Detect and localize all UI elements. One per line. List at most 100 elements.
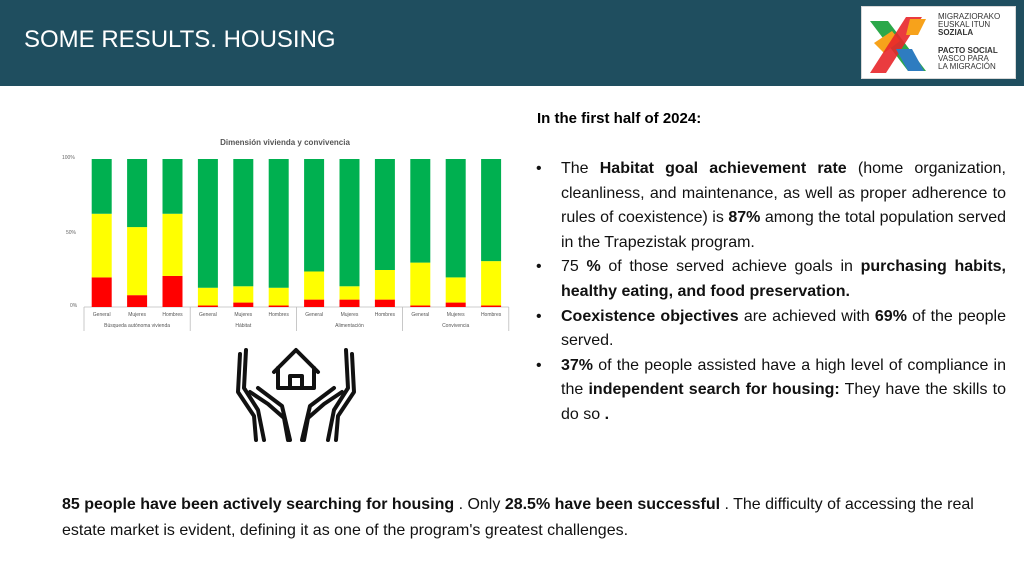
bar-segment <box>268 305 289 307</box>
bold-text: 37% <box>561 356 594 374</box>
bar-segment <box>481 305 502 307</box>
bullet-icon: • <box>536 258 542 276</box>
bar-segment <box>91 213 112 278</box>
x-tick-label: General <box>198 312 217 318</box>
list-item: • 75 % of those served achieve goals in p… <box>536 255 1006 304</box>
logo-mark-icon <box>870 17 926 73</box>
bar-segment <box>339 286 360 300</box>
bold-text: % <box>586 258 601 276</box>
bar-segment <box>374 159 395 270</box>
bar-segment <box>233 302 254 307</box>
bar-segment <box>481 159 502 262</box>
footer-summary: 85 people have been actively searching f… <box>62 492 1002 544</box>
bullet-icon: • <box>536 160 542 177</box>
logo: MIGRAZIORAKO EUSKAL ITUN SOZIALA PACTO S… <box>861 6 1016 79</box>
text: of those served achieve goals in <box>600 258 861 276</box>
group-label: Búsqueda autónoma vivienda <box>104 323 171 329</box>
bar-segment <box>445 302 466 307</box>
bar-segment <box>374 299 395 307</box>
chart-title: Dimensión vivienda y convivencia <box>220 138 350 147</box>
x-tick-label: Hombres <box>162 312 183 318</box>
bold-text: independent search for housing: <box>588 381 840 399</box>
page-title: SOME RESULTS. HOUSING <box>24 26 336 53</box>
y-tick-label: 100% <box>62 155 75 161</box>
x-tick-label: General <box>411 312 430 318</box>
logo-text-line: MIGRAZIORAKO <box>938 12 1001 21</box>
bar-segment <box>339 299 360 307</box>
bold-text: . <box>604 405 610 423</box>
text: . The difficulty of accessing the real e… <box>62 496 974 539</box>
bar-segment <box>197 159 218 288</box>
bar-segment <box>197 287 218 306</box>
bar-segment <box>162 159 183 214</box>
text: of the people assisted have a high level… <box>561 356 1006 399</box>
logo-text-line: LA MIGRACIÓN <box>938 62 996 71</box>
results-list: • The Habitat goal achievement rate (home… <box>536 157 1006 428</box>
bar-segment <box>127 295 148 307</box>
bar-segment <box>481 261 502 306</box>
x-tick-label: Mujeres <box>234 312 253 318</box>
text: The <box>561 160 600 177</box>
y-tick-label: 0% <box>70 303 78 309</box>
bold-text: Coexistence objectives <box>561 307 739 325</box>
bar-segment <box>162 213 183 276</box>
text: are achieved with <box>738 307 875 325</box>
text: (home organization, cleanliness, and mai… <box>561 160 1007 227</box>
x-tick-label: Hombres <box>268 312 289 318</box>
group-label: Alimentación <box>335 323 364 329</box>
stacked-bar-chart: Dimensión vivienda y convivencia 100% 50… <box>60 134 510 339</box>
bar-segment <box>445 159 466 278</box>
bold-text: 85 people have been actively searching f… <box>62 496 455 513</box>
list-item: • The Habitat goal achievement rate (home… <box>536 157 1006 255</box>
text: among the total population served in the… <box>561 209 1006 251</box>
bar-segment <box>127 159 148 228</box>
x-tick-label: Hombres <box>374 312 396 318</box>
bar-segment <box>127 227 148 296</box>
bar-segment <box>339 159 360 287</box>
bar-segment <box>197 305 218 307</box>
x-tick-label: General <box>92 312 111 318</box>
intro-heading: In the first half of 2024: <box>537 110 702 127</box>
group-label: Hábitat <box>235 323 252 329</box>
logo-text-line: VASCO PARA <box>938 54 989 63</box>
bold-text: Habitat goal achievement rate <box>599 160 847 177</box>
x-tick-label: Mujeres <box>446 312 465 318</box>
logo-text-line: EUSKAL ITUN <box>938 20 991 29</box>
x-tick-label: Hombres <box>480 312 502 318</box>
bar-segment <box>91 277 112 307</box>
header-bar: SOME RESULTS. HOUSING MIGRAZIORAKO EUSKA… <box>0 0 1024 86</box>
bar-segment <box>91 159 112 214</box>
bold-text: 69% <box>874 307 907 325</box>
logo-text-line: SOZIALA <box>938 28 974 37</box>
bullet-icon: • <box>536 356 542 374</box>
bar-segment <box>233 159 254 287</box>
bold-text: 28.5% have been successful <box>504 496 721 513</box>
chart-canvas <box>83 159 510 331</box>
bar-segment <box>304 159 325 272</box>
logo-text-line: PACTO SOCIAL <box>938 46 998 55</box>
bullet-icon: • <box>536 307 542 325</box>
bar-segment <box>410 159 431 263</box>
list-item: • Coexistence objectives are achieved wit… <box>536 305 1006 354</box>
x-tick-label: General <box>305 312 323 318</box>
bar-segment <box>268 159 289 288</box>
bar-segment <box>445 277 466 303</box>
bold-text: purchasing habits, healthy eating, and f… <box>561 258 1007 300</box>
bar-segment <box>162 275 183 307</box>
bold-text: 87% <box>728 209 761 227</box>
bar-segment <box>304 299 325 307</box>
text: 75 <box>561 258 587 276</box>
bar-segment <box>304 271 325 300</box>
bar-segment <box>268 287 289 306</box>
bar-segment <box>410 305 431 307</box>
house-in-hands-icon <box>236 348 356 442</box>
x-tick-label: Mujeres <box>340 312 359 318</box>
text: They have the skills to do so <box>561 381 1007 423</box>
bar-segment <box>410 262 431 306</box>
y-tick-label: 50% <box>66 230 77 236</box>
list-item: • 37% of the people assisted have a high… <box>536 354 1006 428</box>
x-tick-label: Mujeres <box>128 312 146 318</box>
text: . Only <box>454 496 505 513</box>
group-label: Convivencia <box>442 323 470 329</box>
bar-segment <box>233 286 254 303</box>
